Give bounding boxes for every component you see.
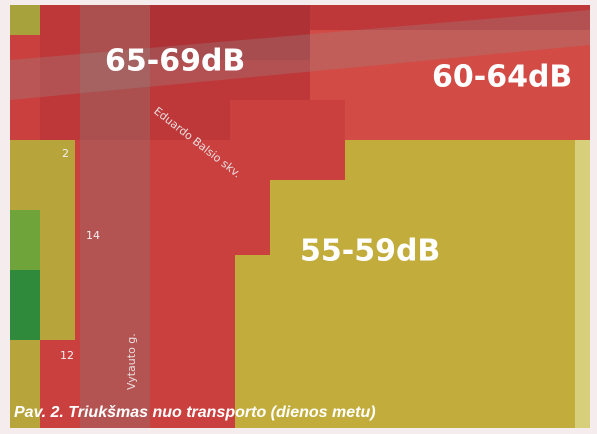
zone-label: 55-59dB: [300, 234, 440, 269]
zone-strip: [10, 5, 40, 35]
caption: Pav. 2. Triukšmas nuo transporto (dienos…: [14, 404, 376, 421]
zone-55-59: [235, 140, 590, 428]
zone-label: 60-64dB: [432, 60, 572, 95]
zone-green: [10, 210, 40, 270]
house-number: 2: [62, 147, 69, 160]
road-edge: [575, 140, 590, 428]
noise-map: 65-69dB 60-64dB 55-59dB Eduardo Balsio s…: [0, 0, 597, 434]
street-label: Vytauto g.: [125, 333, 138, 390]
zone-green-dark: [10, 270, 40, 340]
zone-label: 65-69dB: [105, 44, 245, 79]
house-number: 12: [60, 349, 74, 362]
house-number: 14: [86, 229, 100, 242]
